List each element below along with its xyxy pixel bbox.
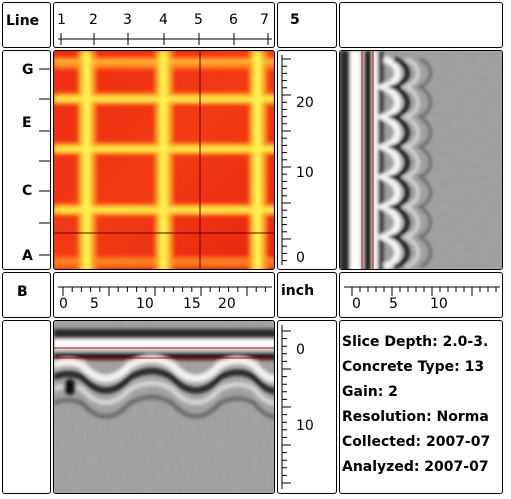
scan-line-cell: B xyxy=(2,272,51,318)
line-axis-ruler: 1 2 3 4 5 6 7 xyxy=(53,2,275,48)
row-tick-C: C xyxy=(22,183,33,199)
info-collected: Collected: 2007-07 xyxy=(342,434,491,450)
depth-tick-10: 10 xyxy=(296,165,314,181)
vertical-tick-10: 10 xyxy=(296,418,314,434)
info-resolution: Resolution: Norma xyxy=(342,409,489,425)
depth-axis-ruler: 20 10 0 xyxy=(277,50,337,270)
unit-label: inch xyxy=(281,283,315,299)
corner-cell: Line xyxy=(2,2,51,48)
row-tick-E: E xyxy=(22,115,32,131)
scan-line-label: B xyxy=(17,284,28,300)
unit-cell: inch xyxy=(277,272,337,318)
bscan-vertical-image[interactable] xyxy=(340,51,503,270)
bscan-tick-0: 0 xyxy=(352,296,361,312)
distance-tick-5: 5 xyxy=(90,296,99,312)
line-tick-2: 2 xyxy=(89,12,98,28)
bscan-horizontal-image[interactable] xyxy=(54,321,275,494)
depth-tick-20: 20 xyxy=(296,95,314,111)
info-concrete-type: Concrete Type: 13 xyxy=(342,359,485,375)
line-tick-6: 6 xyxy=(229,12,238,28)
bscan-tick-5: 5 xyxy=(389,296,398,312)
line-tick-5: 5 xyxy=(194,12,203,28)
info-analyzed: Analyzed: 2007-07 xyxy=(342,459,489,475)
info-gain: Gain: 2 xyxy=(342,384,398,400)
bscan-vertical-panel[interactable] xyxy=(339,50,503,270)
line-label: Line xyxy=(6,13,40,29)
depth-tick-0: 0 xyxy=(296,250,305,266)
line-number-cell: 5 xyxy=(277,2,337,48)
bscan-axis-ruler: 0 5 10 xyxy=(339,272,503,318)
row-axis-ruler: G E C A xyxy=(2,50,51,270)
distance-tick-20: 20 xyxy=(218,296,236,312)
line-tick-1: 1 xyxy=(57,12,66,28)
slice-heatmap-panel[interactable] xyxy=(53,50,275,270)
row-tick-A: A xyxy=(22,248,33,264)
distance-tick-0: 0 xyxy=(59,296,68,312)
distance-axis-ruler: 0 5 10 15 20 xyxy=(53,272,275,318)
distance-tick-10: 10 xyxy=(136,296,154,312)
line-tick-4: 4 xyxy=(159,12,168,28)
top-right-empty-cell xyxy=(339,2,503,48)
vertical-tick-0: 0 xyxy=(296,342,305,358)
row-tick-G: G xyxy=(22,62,34,78)
line-tick-7: 7 xyxy=(260,12,269,28)
info-panel: Slice Depth: 2.0-3. Concrete Type: 13 Ga… xyxy=(339,320,503,494)
line-tick-3: 3 xyxy=(123,12,132,28)
rebar-heatmap[interactable] xyxy=(54,51,275,270)
info-slice-depth: Slice Depth: 2.0-3. xyxy=(342,334,489,350)
vertical-depth-ruler: 0 10 xyxy=(277,320,337,494)
bscan-horizontal-panel[interactable] xyxy=(53,320,275,494)
bscan-tick-10: 10 xyxy=(430,296,448,312)
bottom-left-empty-cell xyxy=(2,320,51,494)
distance-tick-15: 15 xyxy=(183,296,201,312)
selected-line-value: 5 xyxy=(290,12,300,28)
